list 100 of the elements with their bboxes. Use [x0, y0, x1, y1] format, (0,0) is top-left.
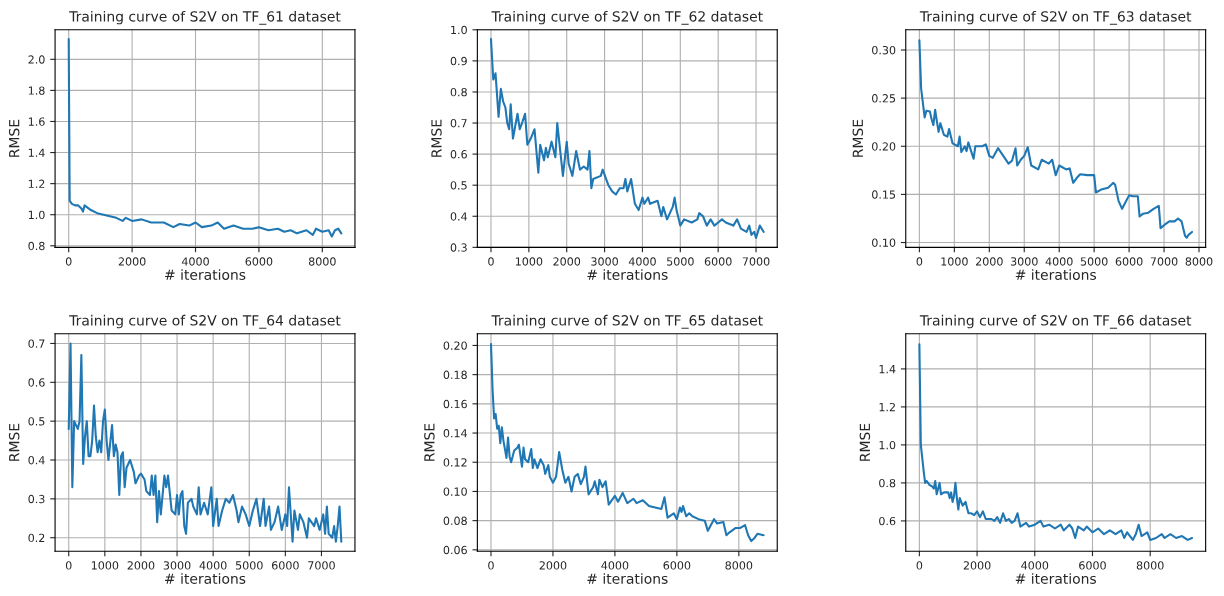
x-tick-label: 3000 — [163, 561, 191, 570]
x-tick-label: 6000 — [271, 561, 299, 570]
y-tick-label: 0.6 — [879, 516, 896, 526]
x-tick-label: 4000 — [628, 257, 656, 266]
x-tick-label: 0 — [488, 257, 494, 266]
x-axis-title: # iterations — [587, 269, 668, 280]
y-tick-label: 0.3 — [450, 243, 467, 252]
y-tick-label: 0.18 — [443, 370, 467, 380]
x-tick-label: 8000 — [1136, 561, 1164, 570]
x-tick-label: 0 — [65, 561, 72, 570]
x-tick-label: 6000 — [245, 257, 273, 266]
x-tick-label: 2000 — [553, 257, 581, 266]
y-axis-title: RMSE — [859, 423, 871, 461]
y-tick-label: 1.0 — [451, 25, 467, 35]
x-tick-label: 0 — [916, 561, 923, 570]
line-series — [918, 343, 1194, 541]
y-tick-label: 0.14 — [443, 429, 468, 438]
y-axis-title: RMSE — [8, 423, 20, 461]
x-tick-label: 3000 — [1010, 257, 1038, 266]
y-tick-label: 0.16 — [443, 399, 467, 409]
y-tick-label: 0.6 — [28, 378, 45, 387]
y-tick-label: 1.0 — [28, 210, 45, 220]
y-tick-label: 1.0 — [879, 440, 896, 450]
y-tick-label: 0.08 — [443, 516, 467, 526]
y-tick-label: 0.6 — [450, 150, 467, 159]
y-tick-label: 1.8 — [28, 86, 45, 95]
x-tick-label: 0 — [488, 561, 494, 570]
line-series — [489, 342, 765, 543]
y-tick-label: 0.4 — [28, 455, 45, 465]
x-tick-label: 8000 — [725, 561, 753, 570]
y-tick-label: 2.0 — [28, 55, 45, 64]
y-tick-label: 0.5 — [450, 181, 467, 190]
y-tick-label: 1.4 — [879, 365, 896, 374]
y-tick-label: 1.6 — [28, 117, 45, 126]
chart-title: Training curve of S2V on TF_61 dataset — [69, 10, 341, 25]
x-tick-label: 2000 — [539, 561, 567, 570]
x-tick-label: 4000 — [181, 257, 209, 266]
y-tick-label: 0.8 — [28, 241, 45, 251]
y-tick-label: 0.12 — [443, 458, 467, 467]
chart-title: Training curve of S2V on TF_63 dataset — [919, 10, 1192, 25]
y-tick-label: 0.15 — [872, 190, 896, 199]
x-tick-label: 1000 — [515, 257, 543, 266]
x-axis-title: # iterations — [1015, 269, 1096, 280]
x-tick-label: 4000 — [199, 561, 227, 570]
x-axis-title: # iterations — [587, 573, 668, 584]
y-tick-label: 0.25 — [872, 94, 896, 103]
x-tick-label: 6000 — [663, 561, 691, 570]
y-tick-label: 0.20 — [443, 341, 467, 350]
x-tick-label: 3000 — [591, 257, 618, 266]
x-tick-label: 8000 — [308, 257, 336, 266]
y-tick-label: 1.2 — [879, 402, 895, 412]
y-axis-title: RMSE — [852, 119, 864, 157]
y-tick-label: 1.2 — [28, 179, 45, 188]
y-tick-label: 0.8 — [879, 478, 896, 488]
chart-title: Training curve of S2V on TF_62 dataset — [491, 10, 763, 25]
x-tick-label: 1000 — [941, 257, 968, 266]
y-axis-title: RMSE — [431, 119, 442, 157]
y-tick-label: 0.7 — [450, 119, 467, 128]
x-tick-label: 5000 — [667, 257, 694, 266]
y-tick-label: 1.4 — [28, 148, 45, 157]
x-tick-label: 7000 — [308, 561, 335, 570]
y-tick-label: 0.4 — [450, 212, 468, 221]
y-tick-label: 0.10 — [443, 487, 467, 496]
y-tick-label: 0.9 — [450, 56, 467, 66]
y-axis-title: RMSE — [424, 423, 435, 461]
x-tick-label: 4000 — [601, 561, 629, 570]
x-axis-title: # iterations — [165, 269, 246, 280]
x-tick-label: 2000 — [963, 561, 991, 570]
x-axis-title: # iterations — [165, 573, 246, 584]
x-tick-label: 2000 — [118, 257, 146, 266]
x-tick-label: 6000 — [704, 257, 732, 266]
x-axis-title: # iterations — [1015, 573, 1096, 584]
x-tick-label: 7000 — [1150, 257, 1178, 266]
line-series — [489, 38, 765, 240]
x-tick-label: 7000 — [742, 257, 770, 266]
x-tick-label: 1000 — [91, 561, 119, 570]
x-tick-label: 5000 — [235, 561, 263, 570]
y-tick-label: 0.20 — [872, 142, 896, 151]
y-tick-label: 0.3 — [28, 494, 45, 504]
x-tick-label: 0 — [65, 257, 72, 266]
y-tick-label: 0.10 — [872, 238, 896, 247]
x-tick-label: 8000 — [1185, 257, 1213, 266]
chart-title: Training curve of S2V on TF_66 dataset — [919, 314, 1192, 329]
chart-title: Training curve of S2V on TF_65 dataset — [491, 314, 763, 329]
line-series — [918, 39, 1194, 239]
y-tick-label: 0.06 — [443, 545, 467, 555]
y-tick-label: 0.2 — [28, 533, 45, 543]
x-tick-label: 2000 — [127, 561, 155, 570]
line-series — [67, 342, 343, 543]
x-tick-label: 2000 — [975, 257, 1003, 266]
x-tick-label: 6000 — [1079, 561, 1106, 570]
x-tick-label: 6000 — [1115, 257, 1143, 266]
x-tick-label: 5000 — [1080, 257, 1108, 266]
x-tick-label: 4000 — [1045, 257, 1073, 266]
y-axis-title: RMSE — [8, 119, 20, 157]
x-tick-label: 0 — [916, 257, 923, 266]
line-series — [67, 38, 343, 238]
y-tick-label: 0.5 — [28, 417, 45, 426]
y-tick-label: 0.30 — [872, 45, 896, 55]
chart-title: Training curve of S2V on TF_64 dataset — [69, 314, 341, 329]
